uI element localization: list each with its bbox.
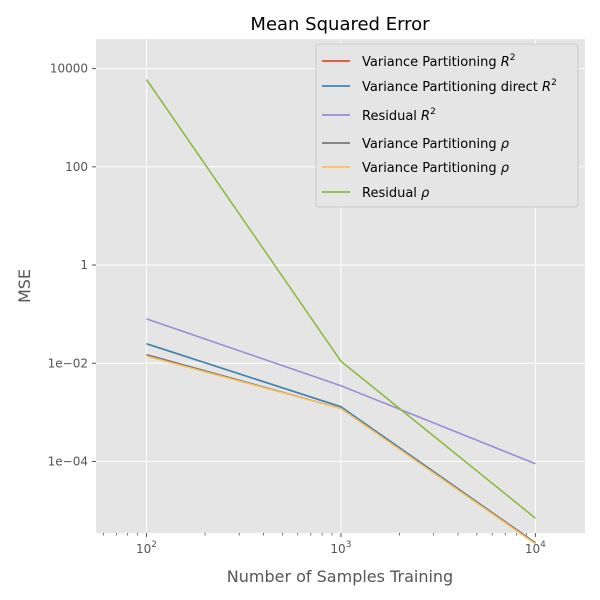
series-lines <box>145 79 536 545</box>
series-line-3 <box>146 318 536 465</box>
y-tick-label: 1e−04 <box>48 454 88 468</box>
series-line-6 <box>145 79 536 519</box>
y-tick-label: 1 <box>80 258 88 272</box>
y-tick-label: 10000 <box>50 62 88 76</box>
x-axis-label: Number of Samples Training <box>227 567 453 586</box>
legend-label-3: Residual R2 <box>362 107 436 124</box>
y-axis-label: MSE <box>15 269 34 303</box>
series-line-5 <box>146 355 536 545</box>
legend-box <box>315 43 579 208</box>
legend-label-6: Residual ρ <box>362 186 430 201</box>
legend-label-4: Variance Partitioning ρ <box>362 137 510 152</box>
y-tick-label: 100 <box>65 160 88 174</box>
legend-label-5: Variance Partitioning ρ <box>362 161 510 176</box>
legend: Variance Partitioning R2 Variance Partiti… <box>315 43 579 208</box>
legend-label-1: Variance Partitioning R2 <box>362 53 515 70</box>
legend-label-2: Variance Partitioning direct R2 <box>362 78 557 95</box>
y-tick-label: 1e−02 <box>48 356 88 370</box>
chart-title: Mean Squared Error <box>250 14 430 35</box>
